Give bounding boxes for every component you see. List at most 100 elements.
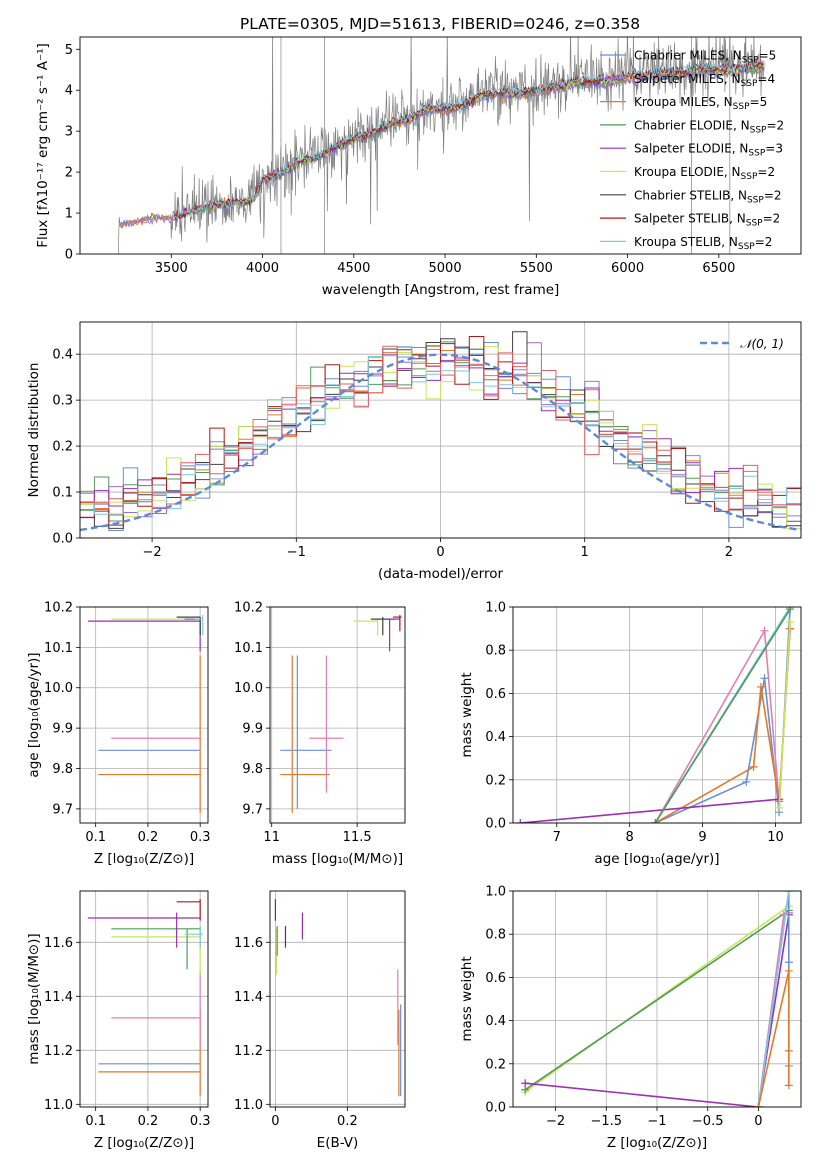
x-tick-label: 0.3 <box>190 1114 211 1129</box>
x-tick-label: −1 <box>647 1114 666 1129</box>
y-tick-label: 5 <box>65 43 73 58</box>
chart-weight_vs_Z: −2 −1.5 −1 −0.5 0 0.0 0.2 0.4 0.6 0.8 1.0 Z [log₁₀(… <box>459 885 802 1151</box>
figure-title: PLATE=0305, MJD=51613, FIBERID=0246, z=0… <box>240 15 640 33</box>
legend-sub: SSP <box>741 79 758 89</box>
x-axis-label: age [log₁₀(age/yr)] <box>594 851 719 867</box>
y-axis-label: Normed distribution <box>26 363 42 498</box>
y-tick-label: 11.6 <box>234 936 263 951</box>
weight-marker <box>786 618 795 627</box>
legend-name: Chabrier MILES, N <box>634 49 742 63</box>
x-axis-label: Z [log₁₀(Z/Z⊙)] <box>94 851 194 867</box>
weight-marker <box>786 607 795 614</box>
y-tick-label: 0.2 <box>52 440 73 455</box>
y-tick-label: 11.4 <box>44 990 73 1005</box>
y-tick-label: 0.4 <box>485 730 506 745</box>
x-tick-label: 11 <box>263 830 280 845</box>
axes: 7 8 9 10 0.0 0.2 0.4 0.6 0.8 1.0 age [log₁₀(age/yr… <box>459 601 802 867</box>
x-tick-label: 6000 <box>611 261 644 276</box>
model-series-8 <box>174 59 765 220</box>
histogram-6 <box>80 331 801 529</box>
plot-area <box>280 615 402 813</box>
y-tick-label: 2 <box>65 166 73 181</box>
x-tick-label: 7 <box>553 830 561 845</box>
legend-entry: Salpeter MILES, NSSP=4 <box>634 72 775 89</box>
weight-marker <box>756 682 765 691</box>
y-tick-label: 0.0 <box>485 1101 506 1116</box>
legend-sub: SSP <box>748 149 765 159</box>
y-tick-label: 0.2 <box>485 773 506 788</box>
weight-series-2 <box>525 914 790 1107</box>
weight-marker <box>784 891 793 895</box>
weight-series-5 <box>778 622 791 808</box>
legend-sub: SSP <box>738 242 755 252</box>
x-tick-label: 0.3 <box>190 830 211 845</box>
axes: 11 11.5 9.7 9.8 9.9 10.0 10.1 10.2 mass [log₁₀(M… <box>234 601 406 867</box>
errorbar-point-1 <box>280 655 330 813</box>
weight-marker <box>760 674 769 683</box>
y-axis-label: mass [log₁₀(M/M⊙)] <box>26 933 42 1064</box>
y-tick-label: 11.2 <box>234 1044 263 1059</box>
y-tick-label: 0.2 <box>485 1057 506 1072</box>
axes: 0.1 0.2 0.3 9.7 9.8 9.9 10.0 10.1 10.2 Z [log₁₀(Z… <box>26 601 211 868</box>
y-tick-label: 0 <box>65 248 73 263</box>
axes: −2 −1 0 1 2 0.0 0.1 0.2 0.3 0.4 (data-model)/error… <box>26 321 802 582</box>
chart-age_vs_mass: 11 11.5 9.7 9.8 9.9 10.0 10.1 10.2 mass [log₁₀(M… <box>234 601 406 867</box>
plot-area <box>521 891 793 1107</box>
legend-suffix: =5 <box>750 95 768 109</box>
x-axis-label: Z [log₁₀(Z/Z⊙)] <box>94 1135 194 1151</box>
weight-marker <box>784 958 793 967</box>
axes-frame <box>269 606 406 824</box>
legend-suffix: =4 <box>757 72 775 86</box>
x-tick-label: −1.5 <box>591 1114 623 1129</box>
weight-series-5 <box>757 891 790 1107</box>
weight-marker <box>784 966 793 975</box>
legend-suffix: =5 <box>759 49 777 63</box>
legend-name: Chabrier STELIB, N <box>634 188 747 202</box>
x-axis-label: wavelength [Angstrom, rest frame] <box>322 282 560 298</box>
y-tick-label: 11.2 <box>44 1044 73 1059</box>
legend-name: Chabrier ELODIE, N <box>634 118 750 132</box>
errorbar-point-4 <box>370 617 395 636</box>
errorbar-point-4 <box>111 617 201 636</box>
x-tick-label: 2 <box>725 545 733 560</box>
y-tick-label: 0.0 <box>52 532 73 547</box>
errorbar-point-5 <box>389 618 400 652</box>
weight-series-1 <box>524 909 790 1091</box>
errorbar-point-6 <box>176 899 201 921</box>
plot-area <box>87 615 204 813</box>
y-tick-label: 4 <box>65 84 73 99</box>
y-tick-label: 1.0 <box>485 601 506 616</box>
x-tick-label: 4500 <box>337 261 370 276</box>
chart-weight_vs_age: 7 8 9 10 0.0 0.2 0.4 0.6 0.8 1.0 age [log₁₀(age/yr… <box>459 601 802 867</box>
axes: 3500 4000 4500 5000 5500 6000 6500 0 1 2 3 4 5 wavele… <box>35 36 802 298</box>
x-tick-label: −0.5 <box>692 1114 724 1129</box>
weight-series-6 <box>757 970 790 1107</box>
chart-residuals: −2 −1 0 1 2 0.0 0.1 0.2 0.3 0.4 (data-model)/error… <box>26 321 802 582</box>
legend: Chabrier MILES, N SSP =5 Salpeter MILES, NS… <box>600 49 784 252</box>
y-tick-label: 9.7 <box>242 802 263 817</box>
legend-sub: SSP <box>741 172 758 182</box>
x-tick-label: 0.2 <box>138 1114 159 1129</box>
axes-frame <box>269 890 406 1108</box>
weight-marker <box>760 626 769 635</box>
x-tick-label: 0.2 <box>337 1114 358 1129</box>
x-tick-label: 1 <box>581 545 589 560</box>
plot-area <box>80 331 801 532</box>
axes: 0.1 0.2 0.3 11.0 11.2 11.4 11.6 Z [log₁₀(Z/Z⊙)]… <box>26 890 211 1151</box>
weight-marker <box>521 1079 530 1088</box>
legend-sub: SSP <box>750 125 767 135</box>
x-tick-label: 10 <box>767 830 784 845</box>
x-tick-label: 0 <box>271 1114 279 1129</box>
x-axis-label: mass [log₁₀(M/M⊙)] <box>272 851 403 867</box>
legend-entry: Chabrier ELODIE, NSSP=2 <box>634 118 784 135</box>
plot-area <box>516 607 795 823</box>
x-tick-label: 0.1 <box>85 830 106 845</box>
weight-marker <box>749 762 758 771</box>
x-axis-label: Z [log₁₀(Z/Z⊙)] <box>607 1135 707 1151</box>
legend-entry: Salpeter ELODIE, NSSP=3 <box>634 142 783 159</box>
y-tick-label: 10.2 <box>44 601 73 616</box>
legend-name: Kroupa STELIB, N <box>634 235 738 249</box>
axes: −2 −1.5 −1 −0.5 0 0.0 0.2 0.4 0.6 0.8 1.0 Z [log₁₀(… <box>459 885 802 1151</box>
y-tick-label: 1.0 <box>485 885 506 900</box>
